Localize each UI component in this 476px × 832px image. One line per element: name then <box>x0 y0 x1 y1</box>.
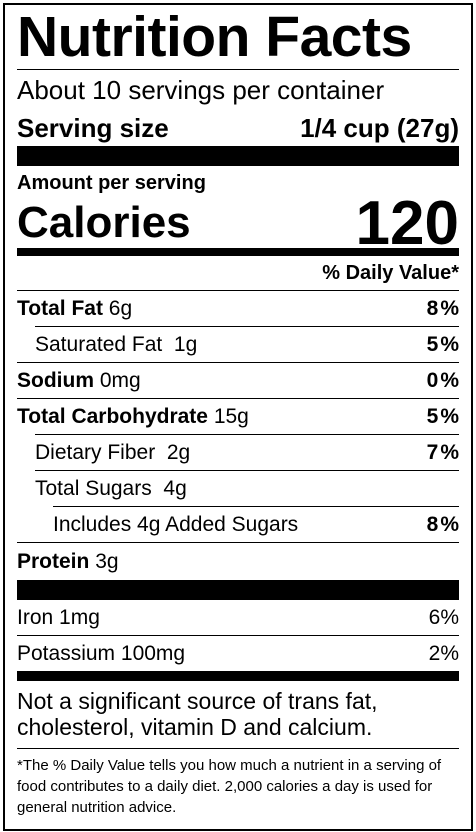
serving-size-label: Serving size <box>17 113 169 143</box>
mineral-name: Potassium <box>17 641 116 665</box>
daily-value: 2% <box>428 641 459 665</box>
nutrient-row: Saturated Fat 1g 5% <box>35 326 459 362</box>
nutrient-amount: 0mg <box>99 368 141 392</box>
calories: Calories 120 <box>17 189 459 258</box>
nutrient-row: Dietary Fiber 2g 7% <box>35 434 459 470</box>
nutrient-amount: 6g <box>108 296 133 320</box>
daily-value-header: % Daily Value* <box>322 262 459 284</box>
daily-value: 8% <box>426 512 461 536</box>
nutrient-row: Includes 4g Added Sugars 8% <box>53 506 459 542</box>
footnote: *The % Daily Value tells you how much a … <box>17 757 442 816</box>
nutrient-label: Includes 4g Added Sugars <box>53 513 298 537</box>
nutrient-label: Total Carbohydrate 15g <box>17 405 249 429</box>
thick-bar <box>17 580 459 600</box>
servings: About 10 servings per container <box>17 75 385 105</box>
nutrient-row: Total Sugars 4g <box>35 470 459 506</box>
nutrient-amount: 15g <box>213 404 249 428</box>
nutrient-label: Sodium 0mg <box>17 369 141 393</box>
note: Not a significant source of trans fat, c… <box>17 681 459 749</box>
nutrient-name: Protein <box>17 549 90 573</box>
calories-label: Calories <box>17 198 191 247</box>
nutrient-amount: 2g <box>166 440 191 464</box>
nutrient-list: Total Fat 6g 8% Saturated Fat 1g 5% Sodium 0… <box>17 290 459 580</box>
mineral-row: Iron 1mg 6% <box>17 600 459 635</box>
daily-value: 7% <box>426 440 461 464</box>
nutrient-label: Total Sugars 4g <box>35 477 187 501</box>
nutrient-label: Protein 3g <box>17 550 119 574</box>
serving-size-value: 1/4 cup (27g) <box>300 113 459 143</box>
thick-bar <box>17 146 459 166</box>
nutrient-label: Total Fat 6g <box>17 297 132 321</box>
nutrient-name: Includes 4g Added Sugars <box>53 512 299 536</box>
mineral-row: Potassium 100mg 2% <box>17 635 459 671</box>
mineral-amount: 100mg <box>120 641 186 665</box>
daily-value: 6% <box>428 605 459 629</box>
calories-value: 120 <box>355 188 459 258</box>
daily-value: 5% <box>426 404 461 428</box>
mineral-label: Potassium 100mg <box>17 642 185 666</box>
nutrient-name: Total Fat <box>17 296 103 320</box>
mineral-list: Iron 1mg 6% Potassium 100mg 2% <box>17 600 459 671</box>
rule <box>17 69 459 70</box>
nutrient-amount: 3g <box>95 549 119 573</box>
nutrient-row: Total Carbohydrate 15g 5% <box>17 398 459 434</box>
nutrient-row: Protein 3g <box>17 542 459 580</box>
nutrition-label: Nutrition Facts About 10 servings per co… <box>3 3 473 831</box>
daily-value: 0% <box>426 368 461 392</box>
amount-per-serving: Amount per serving <box>17 172 206 194</box>
nutrient-name: Saturated Fat <box>35 332 163 356</box>
medium-bar <box>17 248 459 256</box>
daily-value: 8% <box>426 296 461 320</box>
nutrient-label: Dietary Fiber 2g <box>35 441 190 465</box>
mineral-amount: 1mg <box>59 605 100 629</box>
nutrient-amount: 1g <box>173 332 198 356</box>
nutrient-name: Dietary Fiber <box>35 440 156 464</box>
thick-bar <box>17 671 459 681</box>
serving-size: Serving size 1/4 cup (27g) <box>17 110 459 146</box>
nutrient-amount: 4g <box>163 476 187 500</box>
nutrient-label: Saturated Fat 1g <box>35 333 197 357</box>
nutrient-name: Total Carbohydrate <box>17 404 208 428</box>
mineral-name: Iron <box>17 605 54 629</box>
title: Nutrition Facts <box>17 5 412 69</box>
nutrient-row: Sodium 0mg 0% <box>17 362 459 398</box>
nutrient-row: Total Fat 6g 8% <box>17 290 459 326</box>
mineral-label: Iron 1mg <box>17 606 100 630</box>
daily-value: 5% <box>426 332 461 356</box>
nutrient-name: Total Sugars <box>35 476 152 500</box>
nutrient-name: Sodium <box>17 368 94 392</box>
